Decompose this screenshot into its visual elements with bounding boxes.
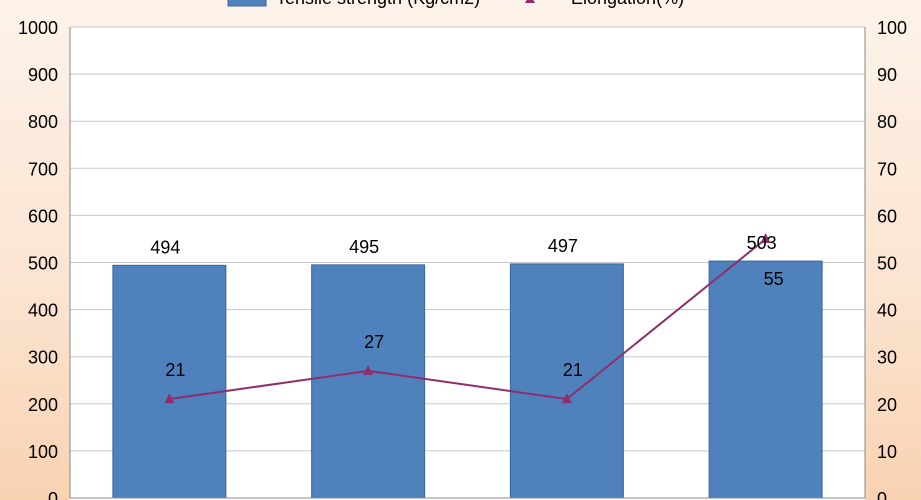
bar-tensile — [112, 264, 227, 499]
line-data-label: 21 — [563, 360, 583, 380]
y-right-tick-label: 70 — [877, 159, 897, 179]
y-right-tick-label: 100 — [877, 18, 907, 38]
y-right-tick-label: 40 — [877, 301, 897, 321]
line-elongation — [169, 238, 767, 401]
legend-swatch-tensile — [227, 0, 267, 7]
y-right-tick-label: 30 — [877, 348, 897, 368]
y-right-tick-label: 60 — [877, 206, 897, 226]
y-right-tick-label: 50 — [877, 254, 897, 274]
y-left-tick-label: 200 — [28, 395, 58, 415]
y-right-tick-label: 0 — [877, 489, 887, 500]
line-data-label: 27 — [364, 332, 384, 352]
y-left-tick-label: 700 — [28, 159, 58, 179]
marker-elongation — [561, 393, 572, 404]
y-right-tick-label: 90 — [877, 65, 897, 85]
bar-tensile — [509, 263, 624, 499]
y-left-tick-label: 500 — [28, 254, 58, 274]
y-left-tick-label: 1000 — [18, 18, 58, 38]
legend-label-elongation: Elongation(%) — [571, 0, 684, 8]
bar-tensile — [708, 260, 823, 499]
bar-data-label: 495 — [349, 237, 379, 257]
y-right-tick-label: 20 — [877, 395, 897, 415]
bar-data-label: 497 — [548, 236, 578, 256]
marker-elongation — [164, 393, 175, 404]
y-right-tick-label: 10 — [877, 442, 897, 462]
legend-marker-elongation — [525, 0, 535, 3]
line-data-label: 55 — [764, 269, 784, 289]
y-right-tick-label: 80 — [877, 112, 897, 132]
y-left-tick-label: 100 — [28, 442, 58, 462]
legend-label-tensile: Tensile strength (Kg/cm2) — [276, 0, 480, 8]
y-left-tick-label: 800 — [28, 112, 58, 132]
marker-elongation — [363, 364, 374, 375]
line-data-label: 21 — [165, 360, 185, 380]
y-left-tick-label: 300 — [28, 348, 58, 368]
y-left-tick-label: 600 — [28, 206, 58, 226]
marker-elongation — [760, 232, 771, 243]
y-left-tick-label: 900 — [28, 65, 58, 85]
y-left-tick-label: 0 — [48, 489, 58, 500]
bar-tensile — [311, 264, 426, 499]
bar-data-label: 494 — [150, 237, 180, 257]
bar-data-label: 503 — [747, 233, 777, 253]
legend: Tensile strength (Kg/cm2) Elongation(%) — [227, 0, 684, 8]
y-left-tick-label: 400 — [28, 301, 58, 321]
